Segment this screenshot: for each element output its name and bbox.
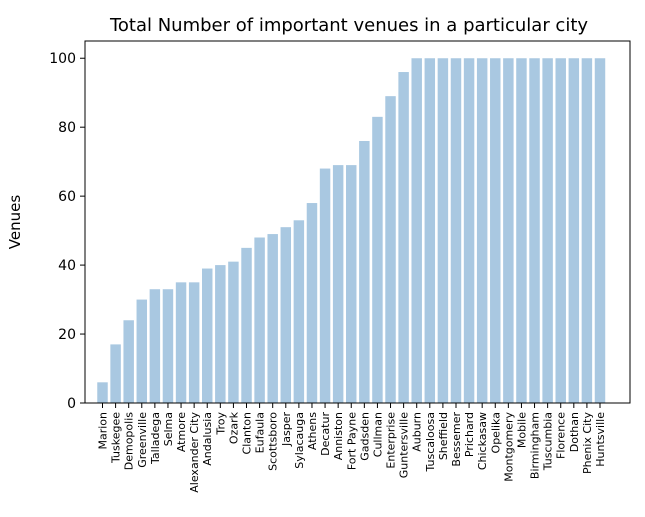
x-tick-label: Auburn [411,412,424,452]
x-tick-label: Chickasaw [476,412,489,470]
y-tick-label: 0 [67,396,76,412]
x-tick-label: Tuscaloosa [424,412,437,473]
y-axis: 0 20 40 60 80 100 [49,51,85,412]
x-tick-label: Tuskegee [110,412,123,464]
bar-eufaula [254,237,265,403]
bar-florence [555,58,566,404]
chart-title: Total Number of important venues in a pa… [109,15,588,36]
x-tick-label: Atmore [175,412,188,452]
x-tick-label: Eufaula [254,412,267,453]
x-tick-label: Greenville [136,412,149,468]
x-tick-label: Birmingham [529,412,542,479]
y-tick-label: 40 [58,258,76,274]
bar-chickasaw [476,58,488,404]
bar-andalusia [202,268,213,403]
x-tick-label: Talladega [149,412,162,465]
x-tick-label: Alexander City [188,412,201,493]
bar-jasper [280,227,292,403]
x-tick-label: Selma [162,412,175,446]
bar-opelika [490,58,501,404]
bar-tuskegee [110,344,121,403]
bar-huntsville [594,58,606,404]
bar-guntersville [398,72,409,403]
x-tick-label: Scottsboro [267,412,280,471]
x-tick-label: Tuscumbia [542,412,555,471]
x-tick-label: Anniston [332,412,345,460]
x-tick-label: Sylacauga [293,412,306,469]
x-axis: Marion Tuskegee Demopolis Greenville Tallade… [97,403,607,493]
x-tick-label: Mobile [515,412,528,448]
x-tick-label: Cullman [371,412,384,457]
bar-sylacauga [293,220,305,403]
bar-gadsden [359,140,370,404]
x-tick-label: Andalusia [201,412,214,466]
bar-marion [97,382,108,403]
bar-birmingham [529,58,540,404]
bar-decatur [319,168,331,403]
x-tick-label: Fort Payne [345,412,358,470]
bar-atmore [175,282,187,403]
bar-fort-payne [346,165,357,403]
bar-anniston [332,165,344,403]
x-tick-label: Sheffield [437,412,450,460]
y-axis-label: Venues [6,195,24,250]
x-tick-label: Montgomery [502,412,515,482]
x-tick-label: Troy [214,412,227,436]
x-tick-label: Opelika [489,412,502,453]
bar-scottsboro [267,234,278,403]
x-tick-label: Jasper [280,412,293,447]
plot-frame [84,40,631,404]
bars-layer [97,58,606,404]
bar-ozark [228,261,239,403]
x-tick-label: Gadsden [358,412,371,461]
y-tick-label: 60 [58,189,76,205]
x-tick-label: Athens [306,412,319,450]
bar-clanton [241,247,252,403]
x-tick-label: Clanton [241,412,254,454]
x-tick-label: Demopolis [123,412,136,471]
y-tick-label: 80 [58,120,76,136]
y-tick-label: 20 [58,327,76,343]
x-tick-label: Marion [97,412,110,450]
x-tick-label: Decatur [319,412,332,456]
bar-tuscaloosa [424,58,436,404]
x-tick-label: Enterprise [385,412,398,469]
bar-dothan [568,58,580,404]
x-tick-label: Dothan [568,412,581,452]
bar-talladega [149,289,161,403]
bar-cullman [372,116,383,403]
bar-tuscumbia [542,58,553,404]
bar-phenix-city [581,58,593,404]
bar-sheffield [437,58,449,404]
bar-mobile [516,58,527,404]
x-tick-label: Bessemer [450,412,463,467]
x-tick-label: Prichard [463,412,476,457]
bar-troy [215,265,226,403]
bar-selma [162,289,174,403]
bar-athens [306,203,318,403]
x-tick-label: Guntersville [398,412,411,478]
bar-enterprise [385,96,396,403]
x-tick-label: Ozark [227,411,240,444]
bar-bessemer [450,58,462,404]
x-tick-label: Florence [555,412,568,459]
bar-greenville [136,299,148,403]
bar-prichard [463,58,475,404]
y-tick-label: 100 [49,51,76,67]
bar-montgomery [503,58,514,404]
bar-alexander-city [188,282,200,403]
x-tick-label: Huntsville [594,412,607,467]
x-tick-label: Phenix City [581,412,594,474]
bar-auburn [411,58,422,404]
bar-demopolis [123,320,134,403]
